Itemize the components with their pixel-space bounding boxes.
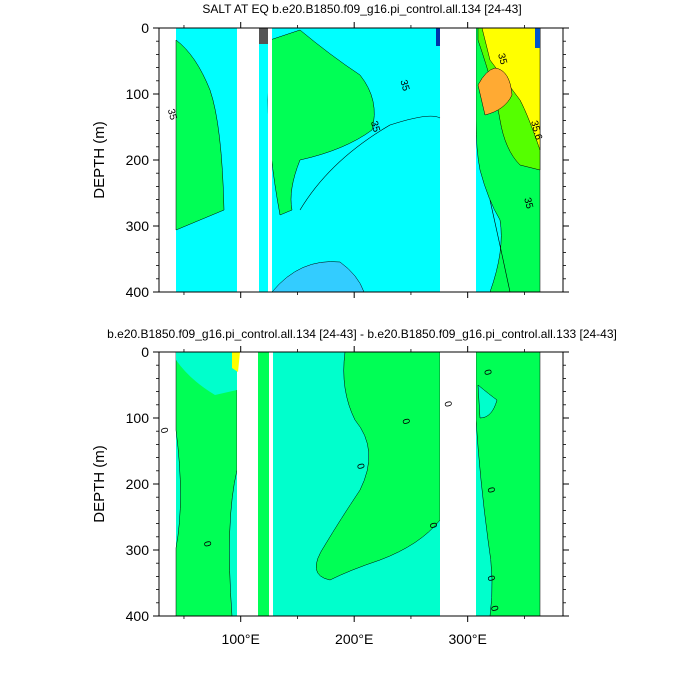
bottom-y-axis-title: DEPTH (m) <box>91 445 108 523</box>
land-mask <box>237 352 258 616</box>
salt-contour-region <box>271 261 365 293</box>
diff-contour-region <box>176 352 237 395</box>
contour-label: 0 <box>484 486 496 495</box>
bottom-panel: b.e20.B1850.f09_g16.pi_control.all.134 [… <box>91 327 617 647</box>
land-mask <box>269 352 273 616</box>
salt-contour-region <box>175 39 225 231</box>
top-contour-labels: 35 35 35 35 35.6 35 <box>165 52 544 210</box>
contour-label: 35 <box>495 52 509 66</box>
contour-label: 0 <box>158 426 170 435</box>
contour-label: 35 <box>368 120 382 134</box>
y-tick-label: 200 <box>126 152 150 168</box>
y-tick-label: 100 <box>126 410 150 426</box>
contour-label: 35 <box>165 108 179 122</box>
top-panel: SALT AT EQ b.e20.B1850.f09_g16.pi_contro… <box>91 2 569 300</box>
y-tick-label: 400 <box>126 608 150 624</box>
x-tick-label: 100°E <box>222 631 260 647</box>
x-tick-label: 300°E <box>449 631 487 647</box>
salt-contour-region <box>477 67 513 116</box>
land-mask <box>440 352 476 616</box>
diff-contour-region <box>316 351 441 581</box>
contour-label: 0 <box>484 574 496 583</box>
bottom-y-axis: 0 100 200 300 400 <box>126 344 569 624</box>
contour-label: 0 <box>201 540 213 549</box>
y-tick-label: 400 <box>126 284 150 300</box>
salt-contour-region <box>535 28 540 48</box>
salt-contour-region <box>258 28 270 44</box>
contour-label: 0 <box>488 604 500 613</box>
contour-label: 0 <box>399 417 411 426</box>
y-tick-label: 0 <box>141 344 149 360</box>
bottom-x-axis: 100°E 200°E 300°E <box>183 346 525 647</box>
y-tick-label: 200 <box>126 476 150 492</box>
y-tick-label: 0 <box>141 20 149 36</box>
top-y-axis: 0 100 200 300 400 <box>126 20 569 300</box>
salt-contour-line <box>489 199 511 293</box>
salt-contour-region <box>436 28 441 46</box>
y-tick-label: 100 <box>126 86 150 102</box>
bottom-panel-title: b.e20.B1850.f09_g16.pi_control.all.134 [… <box>107 327 617 341</box>
salt-contour-region <box>267 29 375 216</box>
salt-contour-line <box>299 115 441 211</box>
contour-label: 35 <box>521 196 535 210</box>
diff-contour-region <box>258 352 270 616</box>
land-mask <box>237 28 259 293</box>
bottom-panel-fields <box>175 351 541 617</box>
land-mask <box>440 28 476 293</box>
top-x-axis <box>183 22 525 298</box>
y-tick-label: 300 <box>126 542 150 558</box>
contour-label: 0 <box>441 400 453 409</box>
y-tick-label: 300 <box>126 218 150 234</box>
contour-label: 0 <box>427 521 439 530</box>
contour-label: 0 <box>354 462 366 471</box>
x-tick-label: 200°E <box>335 631 373 647</box>
contour-label: 35.6 <box>528 119 544 141</box>
contour-label: 0 <box>481 368 493 377</box>
land-mask <box>268 28 272 293</box>
contour-label: 35 <box>398 79 412 93</box>
bottom-contour-labels: 0 0 0 0 0 0 0 0 0 0 <box>158 368 500 613</box>
diff-contour-region <box>232 352 240 372</box>
diff-contour-region <box>477 384 498 419</box>
top-panel-fields <box>175 27 541 293</box>
top-y-axis-title: DEPTH (m) <box>91 121 108 199</box>
diff-contour-region <box>475 351 541 617</box>
top-panel-title: SALT AT EQ b.e20.B1850.f09_g16.pi_contro… <box>202 2 521 16</box>
